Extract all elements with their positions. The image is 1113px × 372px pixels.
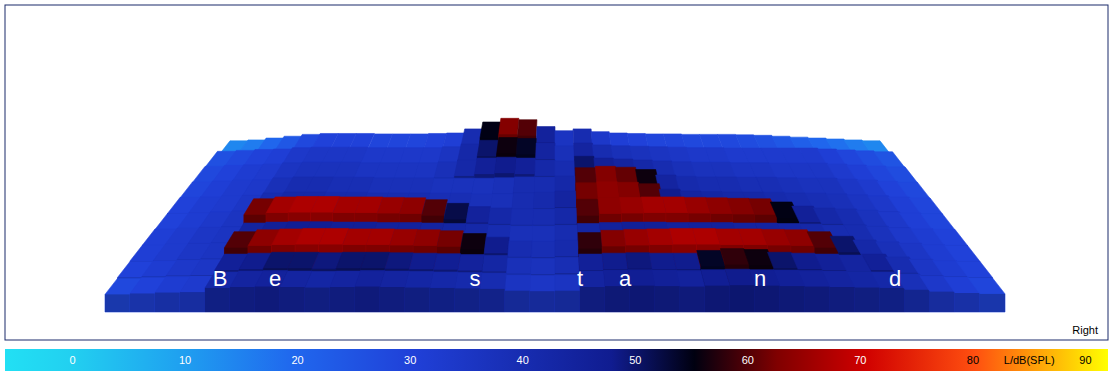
plot-frame xyxy=(5,5,1108,340)
surface-cell-face xyxy=(105,294,130,312)
colorbar-tick-label: 50 xyxy=(629,354,641,366)
surface-cell-face xyxy=(555,291,580,312)
surface-cell xyxy=(652,270,680,312)
surface-cell xyxy=(968,278,1005,312)
surface-cell xyxy=(628,270,655,312)
surface-cell-face xyxy=(180,292,205,312)
surface-cell-face xyxy=(155,293,180,312)
colorbar-tick-label: 20 xyxy=(292,354,304,366)
surface-cell-face xyxy=(705,286,730,312)
colorbar-tick-label: 70 xyxy=(854,354,866,366)
surface-cell-face xyxy=(680,287,705,312)
surface-cell xyxy=(677,271,705,312)
surface-cell xyxy=(579,271,605,312)
surface-cell-face xyxy=(455,288,480,312)
surface-cell xyxy=(405,272,433,313)
surface-cell-face xyxy=(805,287,830,312)
annotation: n xyxy=(754,266,766,291)
surface-cell-face xyxy=(780,286,805,312)
surface-cell-face xyxy=(355,287,380,312)
surface-cell-face xyxy=(305,288,330,313)
annotation: t xyxy=(577,266,583,291)
colorbar xyxy=(5,349,1108,371)
annotation: e xyxy=(269,266,281,291)
colorbar-title: L/dB(SPL) xyxy=(1004,354,1055,366)
annotation: s xyxy=(470,266,481,291)
surface-cell xyxy=(430,272,458,312)
surface-cell-face xyxy=(980,294,1005,312)
surface-cell-face xyxy=(230,287,255,312)
surface-cell xyxy=(480,273,506,312)
surface-cell-face xyxy=(730,285,755,312)
colorbar-tick-label: 60 xyxy=(742,354,754,366)
colorbar-tick-label: 30 xyxy=(404,354,416,366)
surface-cell-face xyxy=(505,291,530,312)
annotation: a xyxy=(619,266,632,291)
surface-cell-face xyxy=(405,288,430,313)
surface-cell-face xyxy=(580,287,605,312)
channel-label: Right xyxy=(1072,324,1098,336)
surface-cell-face xyxy=(880,288,905,312)
chart: Be s t a n d Right 0 10 20 30 40 50 60 70 80 90 L/dB(SPL) xyxy=(0,0,1113,372)
surface-cell-face xyxy=(955,293,980,312)
colorbar-tick-label: 40 xyxy=(517,354,529,366)
surface-cell-face xyxy=(330,287,355,312)
surface-cell xyxy=(725,269,755,312)
colorbar-tick-label: 0 xyxy=(69,354,75,366)
surface-cell-face xyxy=(430,288,455,312)
surface-cell-face xyxy=(530,291,555,312)
surface xyxy=(105,118,1005,312)
surface-cell-face xyxy=(855,288,880,313)
annotation: B xyxy=(213,266,228,291)
surface-cell-face xyxy=(930,292,955,312)
surface-cell-face xyxy=(205,288,230,312)
surface-cell-face xyxy=(655,286,680,312)
surface-cell xyxy=(701,270,730,312)
annotation: d xyxy=(889,266,901,291)
surface-cell-face xyxy=(480,289,505,312)
surface-cell xyxy=(505,275,531,312)
surface-cell-face xyxy=(280,287,305,312)
surface-cell-face xyxy=(830,287,855,312)
surface-cell-face xyxy=(905,290,930,312)
surface-cell-face xyxy=(130,293,155,312)
colorbar-tick-label: 90 xyxy=(1079,354,1091,366)
surface-cell xyxy=(530,275,555,312)
colorbar-tick-label: 10 xyxy=(179,354,191,366)
colorbar-tick-label: 80 xyxy=(967,354,979,366)
surface-cell-face xyxy=(630,286,655,312)
surface-cell-face xyxy=(380,287,405,312)
